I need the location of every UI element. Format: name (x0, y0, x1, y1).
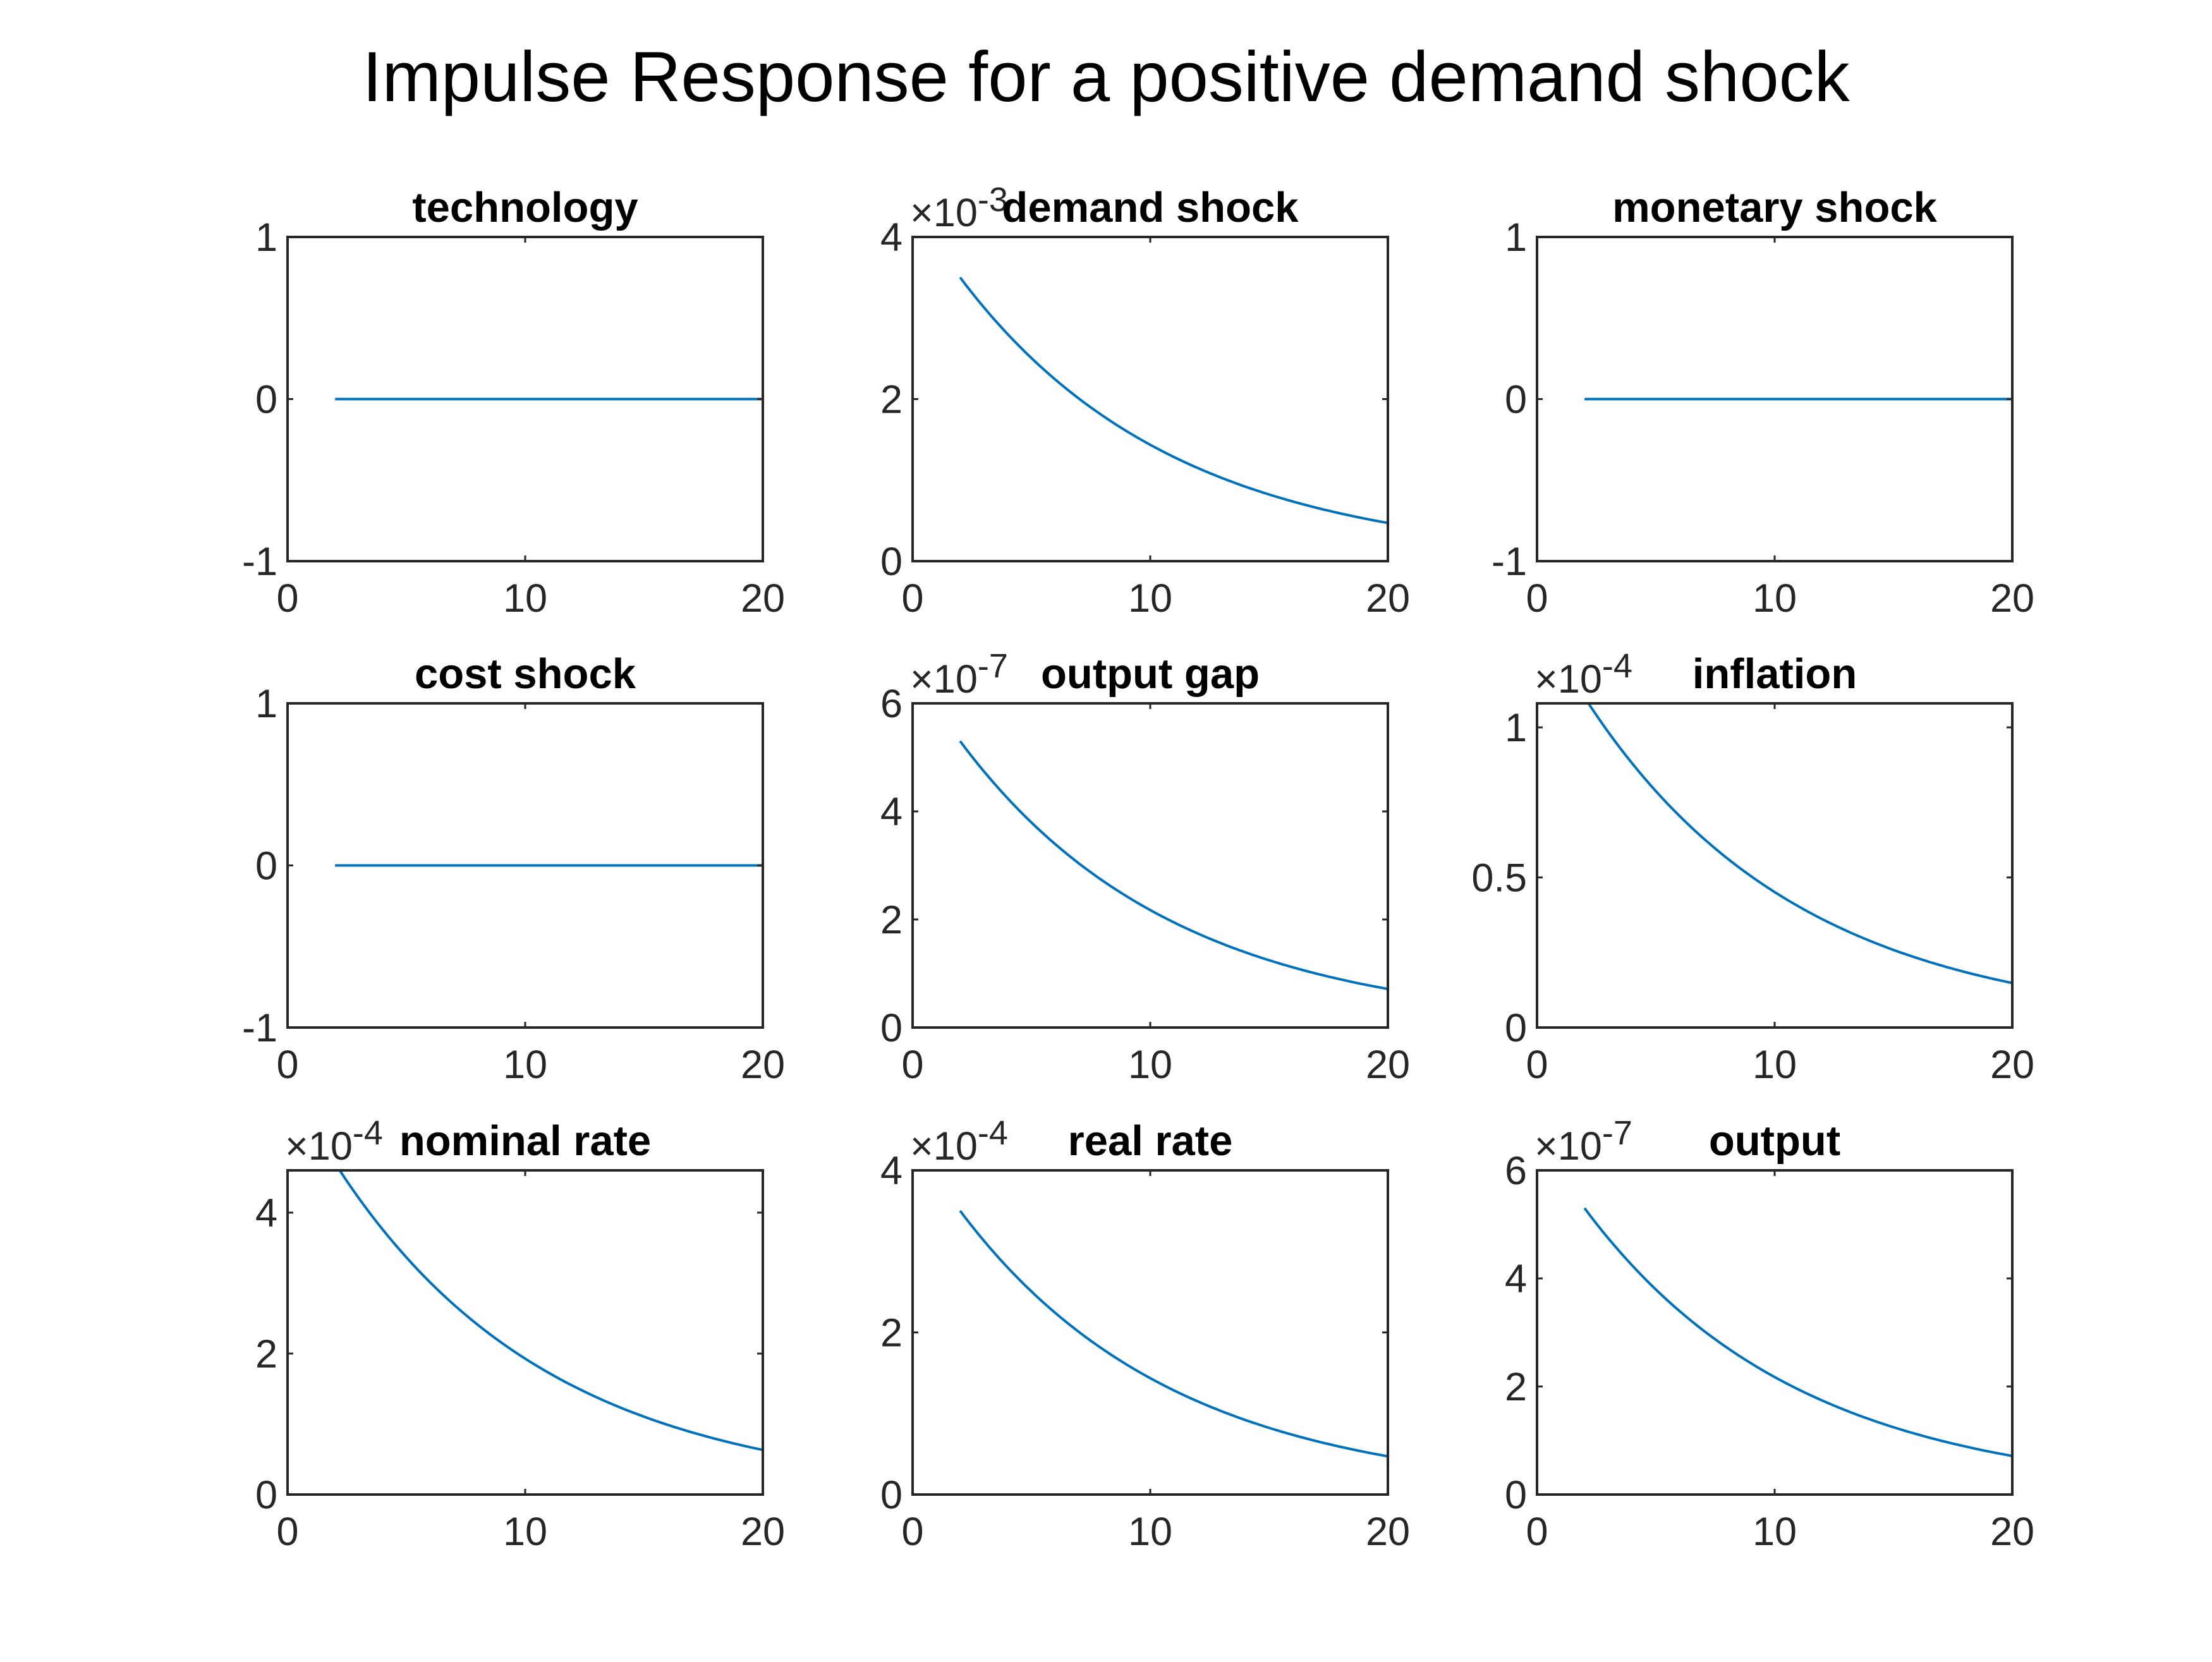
x-tick-label: 0 (1526, 1510, 1548, 1554)
y-tick-label: 0 (880, 1006, 902, 1050)
exponent-label: ×10-7 (1534, 1114, 1632, 1168)
y-tick-label: 2 (880, 1311, 902, 1356)
subplot-real-rate: 0 10 20 0 2 4×10-4 real rate (880, 1114, 1410, 1554)
y-tick-label: 1 (1505, 215, 1527, 260)
x-tick-label: 20 (741, 1043, 785, 1087)
x-tick-label: 20 (1990, 1510, 2034, 1554)
y-tick-label: 1 (1505, 706, 1527, 750)
exponent-label: ×10-4 (285, 1114, 383, 1168)
y-tick-label: 2 (880, 898, 902, 942)
subplot-title: cost shock (415, 650, 636, 698)
y-tick-label: 0 (1505, 1473, 1527, 1517)
y-tick-label: 4 (880, 1149, 902, 1193)
y-tick-label: 4 (880, 790, 902, 834)
y-tick-label: 0 (880, 540, 902, 584)
y-tick-label: 4 (1505, 1257, 1527, 1301)
subplot-title: output (1709, 1117, 1840, 1165)
x-tick-label: 10 (1753, 1510, 1797, 1554)
x-tick-label: 0 (1526, 1043, 1548, 1087)
subplot-title: nominal rate (399, 1117, 651, 1165)
y-tick-label: 2 (880, 378, 902, 422)
exponent-label: ×10-4 (1534, 647, 1632, 701)
y-tick-label: -1 (242, 540, 277, 584)
x-tick-label: 0 (901, 1510, 923, 1554)
y-tick-label: 0 (255, 844, 277, 889)
y-tick-label: 0.5 (1471, 856, 1527, 901)
x-tick-label: 0 (276, 576, 298, 621)
y-tick-label: 0 (880, 1473, 902, 1517)
x-tick-label: 10 (1128, 1510, 1172, 1554)
series-line (959, 1210, 1388, 1458)
x-tick-label: 0 (901, 576, 923, 621)
axes-box (1536, 702, 2014, 1029)
exponent-label: ×10-3 (910, 181, 1008, 235)
axes-box (911, 1169, 1389, 1496)
x-tick-label: 0 (276, 1510, 298, 1554)
subplot-output: 0 10 20 0 2 4 6×10-7 output (1505, 1114, 2034, 1554)
y-tick-label: 4 (255, 1191, 277, 1235)
y-tick-label: 6 (880, 682, 902, 726)
y-tick-label: 0 (1505, 1006, 1527, 1050)
x-tick-label: 20 (1366, 1510, 1410, 1554)
axes-box (911, 702, 1389, 1029)
exponent-label: ×10-7 (910, 647, 1008, 701)
y-tick-label: -1 (242, 1006, 277, 1050)
series-line (1587, 703, 2012, 985)
y-tick-label: 0 (255, 1473, 277, 1517)
x-tick-label: 0 (901, 1043, 923, 1087)
y-tick-label: 6 (1505, 1149, 1527, 1193)
y-tick-label: 0 (255, 378, 277, 422)
axes-box (286, 1169, 764, 1496)
subplot-title: inflation (1692, 650, 1857, 698)
subplot-title: output gap (1041, 650, 1260, 698)
x-tick-label: 10 (1128, 1043, 1172, 1087)
y-tick-label: 2 (1505, 1365, 1527, 1409)
exponent-label: ×10-4 (910, 1114, 1008, 1168)
y-tick-label: -1 (1492, 540, 1527, 584)
x-tick-label: 10 (503, 576, 547, 621)
y-tick-label: 2 (255, 1332, 277, 1376)
x-tick-label: 10 (1128, 576, 1172, 621)
x-tick-label: 20 (741, 576, 785, 621)
x-tick-label: 0 (276, 1043, 298, 1087)
x-tick-label: 10 (503, 1510, 547, 1554)
x-tick-label: 20 (741, 1510, 785, 1554)
axes-box (911, 236, 1389, 562)
figure-title: Impulse Response for a positive demand s… (362, 37, 1850, 116)
subplot-title: demand shock (1002, 184, 1299, 231)
subplot-inflation: 0 10 20 0 0.5 1×10-4 inflation (1471, 647, 2034, 1087)
subplot-title: real rate (1068, 1117, 1233, 1165)
x-tick-label: 20 (1366, 576, 1410, 621)
x-tick-label: 20 (1990, 1043, 2034, 1087)
x-tick-label: 10 (1753, 1043, 1797, 1087)
y-tick-label: 1 (255, 682, 277, 726)
series-line (1583, 1207, 2012, 1457)
x-tick-label: 0 (1526, 576, 1548, 621)
subplot-output-gap: 0 10 20 0 2 4 6×10-7 output gap (880, 647, 1410, 1087)
x-tick-label: 20 (1990, 576, 2034, 621)
x-tick-label: 20 (1366, 1043, 1410, 1087)
axes-box (1536, 1169, 2014, 1496)
y-tick-label: 0 (1505, 378, 1527, 422)
x-tick-label: 10 (1753, 576, 1797, 621)
series-line (959, 740, 1388, 990)
series-line (338, 1170, 763, 1452)
y-tick-label: 4 (880, 215, 902, 260)
subplot-title: monetary shock (1612, 184, 1938, 231)
series-line (959, 276, 1388, 525)
x-tick-label: 10 (503, 1043, 547, 1087)
subplot-title: technology (412, 184, 638, 231)
subplot-nominal-rate: 0 10 20 0 2 4×10-4 nominal rate (255, 1114, 785, 1554)
y-tick-label: 1 (255, 215, 277, 260)
